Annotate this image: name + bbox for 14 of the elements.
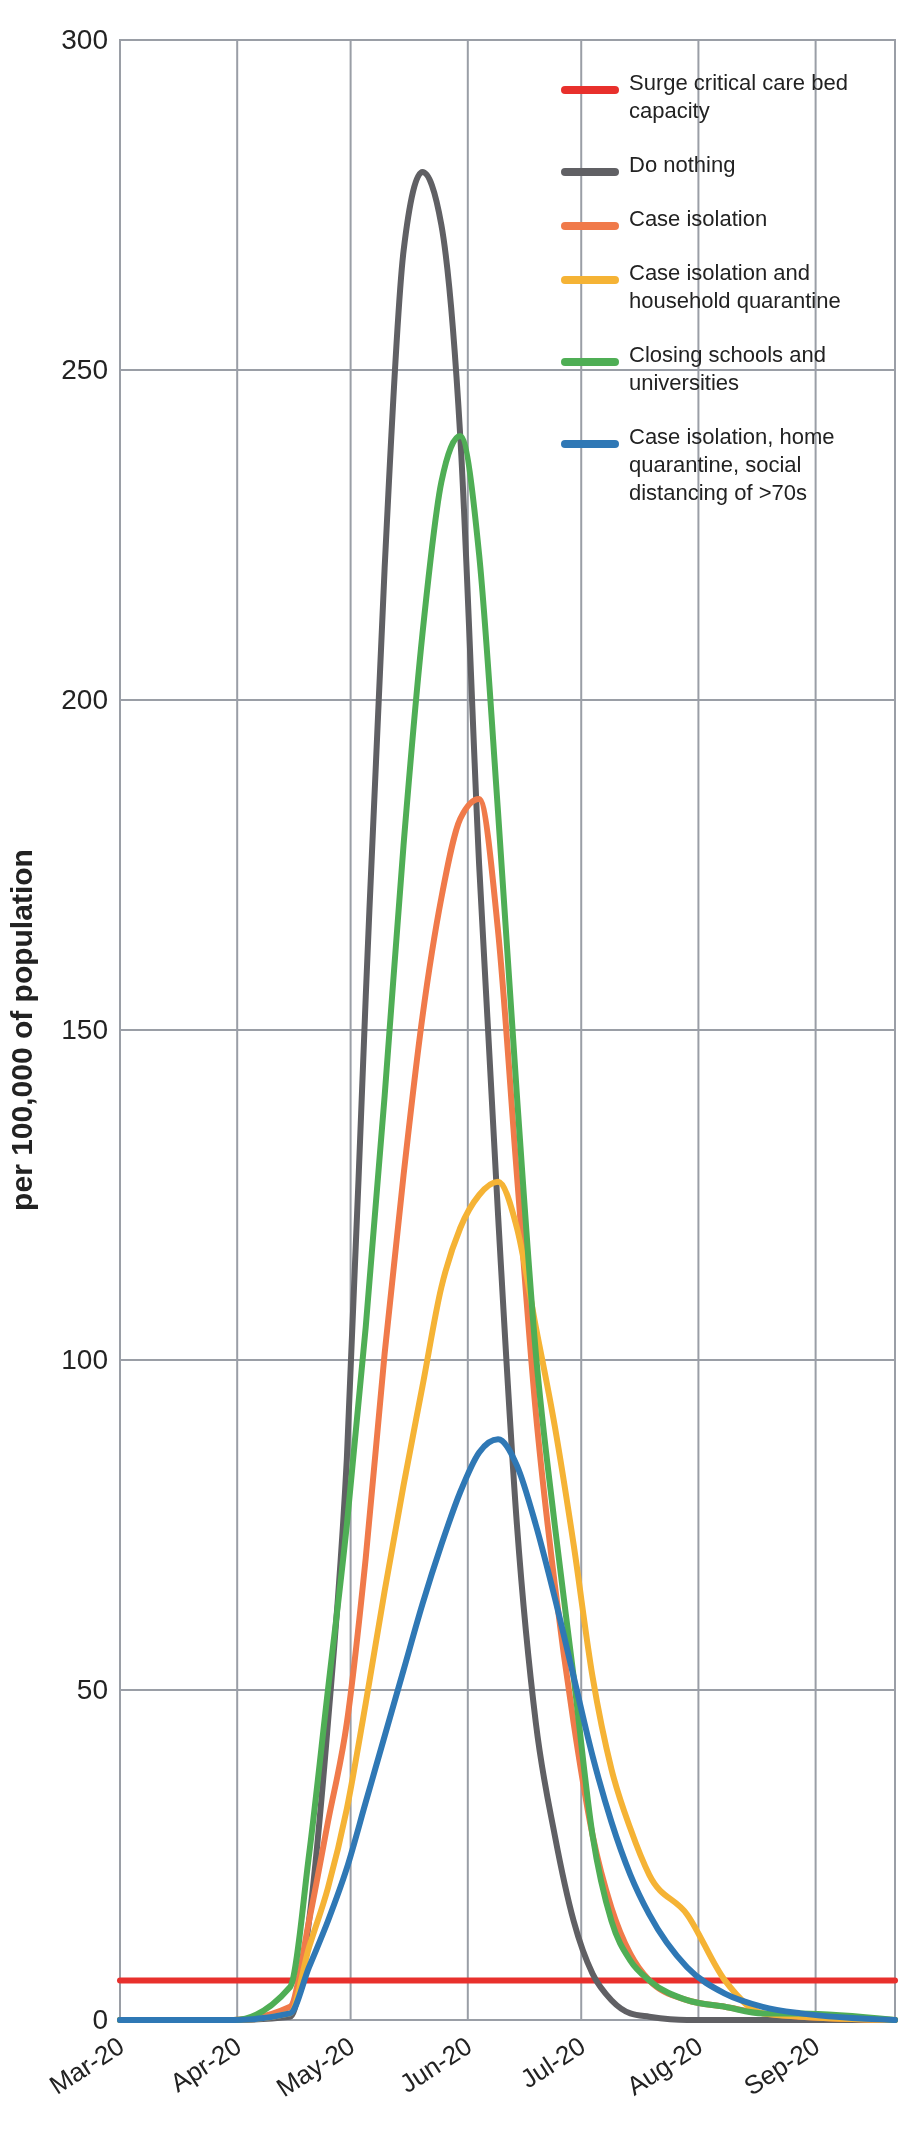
y-tick-label: 300 [61,24,108,56]
legend-label: Case isolation and household quarantine [629,260,841,313]
y-tick-label: 200 [61,684,108,716]
legend-label: Case isolation, home quarantine, social distancing of >70s [629,424,835,505]
y-tick-label: 50 [76,1674,108,1706]
legend-label: Closing schools and universities [629,342,826,395]
legend-label: Do nothing [629,152,736,177]
y-axis-title: per 100,000 of population [4,849,38,1211]
legend-label: Case isolation [629,206,768,231]
legend-label: Surge critical care bed capacity [629,70,848,123]
y-tick-label: 150 [61,1014,108,1046]
y-tick-label: 0 [92,2004,108,2036]
y-tick-label: 100 [61,1344,108,1376]
y-tick-label: 250 [61,354,108,386]
